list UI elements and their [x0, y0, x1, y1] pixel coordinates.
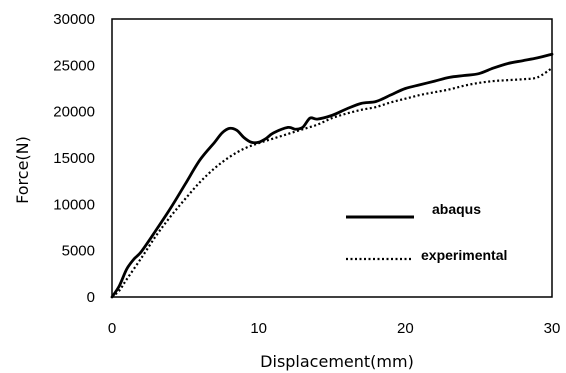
y-tick-label: 10000 — [53, 196, 95, 213]
y-tick-label: 5000 — [62, 243, 95, 260]
y-tick-label: 0 — [87, 289, 95, 306]
y-axis-ticks: 0 5000 10000 15000 20000 25000 30000 — [53, 11, 95, 306]
legend-label-abaqus: abaqus — [432, 201, 481, 217]
x-tick-label: 30 — [544, 320, 561, 337]
y-tick-label: 20000 — [53, 104, 95, 121]
series-layer — [110, 52, 554, 299]
plot-border — [111, 18, 553, 298]
x-axis-title: Displacement(mm) — [260, 352, 414, 371]
x-tick-label: 0 — [108, 320, 116, 337]
x-tick-label: 10 — [250, 320, 267, 337]
plot-frame — [111, 18, 553, 298]
x-tick-label: 20 — [397, 320, 414, 337]
x-axis-ticks: 0 10 20 30 — [108, 320, 561, 337]
series-line-abaqus — [110, 52, 554, 299]
y-tick-label: 25000 — [53, 57, 95, 74]
y-axis-title: Force(N) — [13, 136, 32, 204]
legend-label-experimental: experimental — [421, 247, 507, 263]
legend: abaqus experimental — [346, 201, 507, 263]
y-tick-label: 15000 — [53, 150, 95, 167]
y-tick-label: 30000 — [53, 11, 95, 28]
